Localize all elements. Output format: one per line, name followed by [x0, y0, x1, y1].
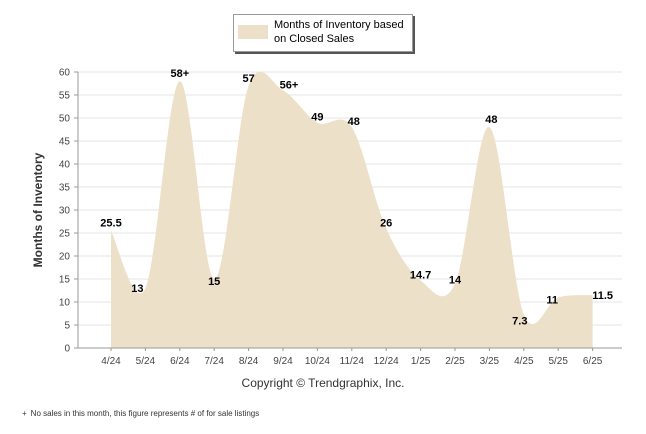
- data-label: 56+: [280, 79, 299, 91]
- data-label: 48: [348, 116, 360, 128]
- legend-swatch: [238, 25, 268, 39]
- x-tick-label: 8/24: [239, 356, 259, 367]
- y-tick-label: 45: [59, 137, 71, 148]
- x-tick-label: 2/25: [445, 356, 465, 367]
- y-tick-labels: 0 5 10 15 20 25 30 35 40 45 50 55 60: [59, 68, 78, 355]
- y-tick-label: 15: [59, 275, 71, 286]
- x-tick-label: 5/25: [548, 356, 568, 367]
- x-tick-label: 5/24: [136, 356, 156, 367]
- copyright-text: Copyright © Trendgraphix, Inc.: [241, 376, 405, 390]
- y-tick-label: 35: [59, 183, 71, 194]
- footnote: + No sales in this month, this figure rep…: [22, 409, 259, 418]
- x-tick-label: 1/25: [411, 356, 431, 367]
- data-label: 11.5: [592, 290, 613, 302]
- x-tick-labels: 4/24 5/24 6/24 7/24 8/24 9/24 10/24 11/24 12/24 1…: [101, 348, 603, 367]
- area-series: [111, 71, 593, 349]
- y-tick-label: 5: [64, 321, 70, 332]
- legend-label: Months of Inventory based on Closed Sale…: [274, 19, 404, 45]
- x-tick-label: 4/25: [514, 356, 534, 367]
- y-tick-label: 50: [59, 114, 71, 125]
- data-label: 7.3: [512, 315, 527, 327]
- y-tick-label: 20: [59, 252, 71, 263]
- data-label: 57: [242, 73, 254, 85]
- y-tick-label: 25: [59, 229, 71, 240]
- x-tick-label: 6/25: [583, 356, 603, 367]
- y-tick-label: 60: [59, 68, 71, 79]
- x-tick-label: 12/24: [374, 356, 399, 367]
- x-tick-label: 9/24: [273, 356, 293, 367]
- data-label: 13: [131, 283, 143, 295]
- data-labels: 25.5 13 58+ 15 57 56+ 49 48 26 14.7 14 48 7.3 11 11.5: [100, 68, 613, 327]
- x-tick-label: 10/24: [305, 356, 330, 367]
- legend: Months of Inventory based on Closed Sale…: [233, 14, 413, 52]
- footnote-mark: +: [22, 409, 27, 418]
- y-tick-label: 30: [59, 206, 71, 217]
- y-axis-label: Months of Inventory: [31, 152, 45, 267]
- x-tick-label: 3/25: [480, 356, 500, 367]
- y-tick-label: 40: [59, 160, 71, 171]
- data-label: 48: [485, 114, 497, 126]
- x-tick-label: 11/24: [340, 356, 365, 367]
- data-label: 49: [311, 112, 323, 124]
- data-label: 14: [449, 275, 462, 287]
- data-label: 26: [380, 217, 392, 229]
- footnote-text: No sales in this month, this figure repr…: [30, 409, 260, 418]
- y-tick-label: 10: [59, 298, 71, 309]
- x-tick-label: 7/24: [204, 356, 224, 367]
- x-tick-label: 4/24: [101, 356, 121, 367]
- y-tick-label: 55: [59, 91, 71, 102]
- x-tick-label: 6/24: [170, 356, 190, 367]
- y-tick-label: 0: [64, 344, 70, 355]
- data-label: 25.5: [100, 218, 121, 230]
- area-fill: [111, 71, 593, 349]
- data-label: 14.7: [410, 269, 431, 281]
- data-label: 11: [546, 294, 558, 306]
- data-label: 58+: [170, 68, 189, 80]
- data-label: 15: [208, 276, 220, 288]
